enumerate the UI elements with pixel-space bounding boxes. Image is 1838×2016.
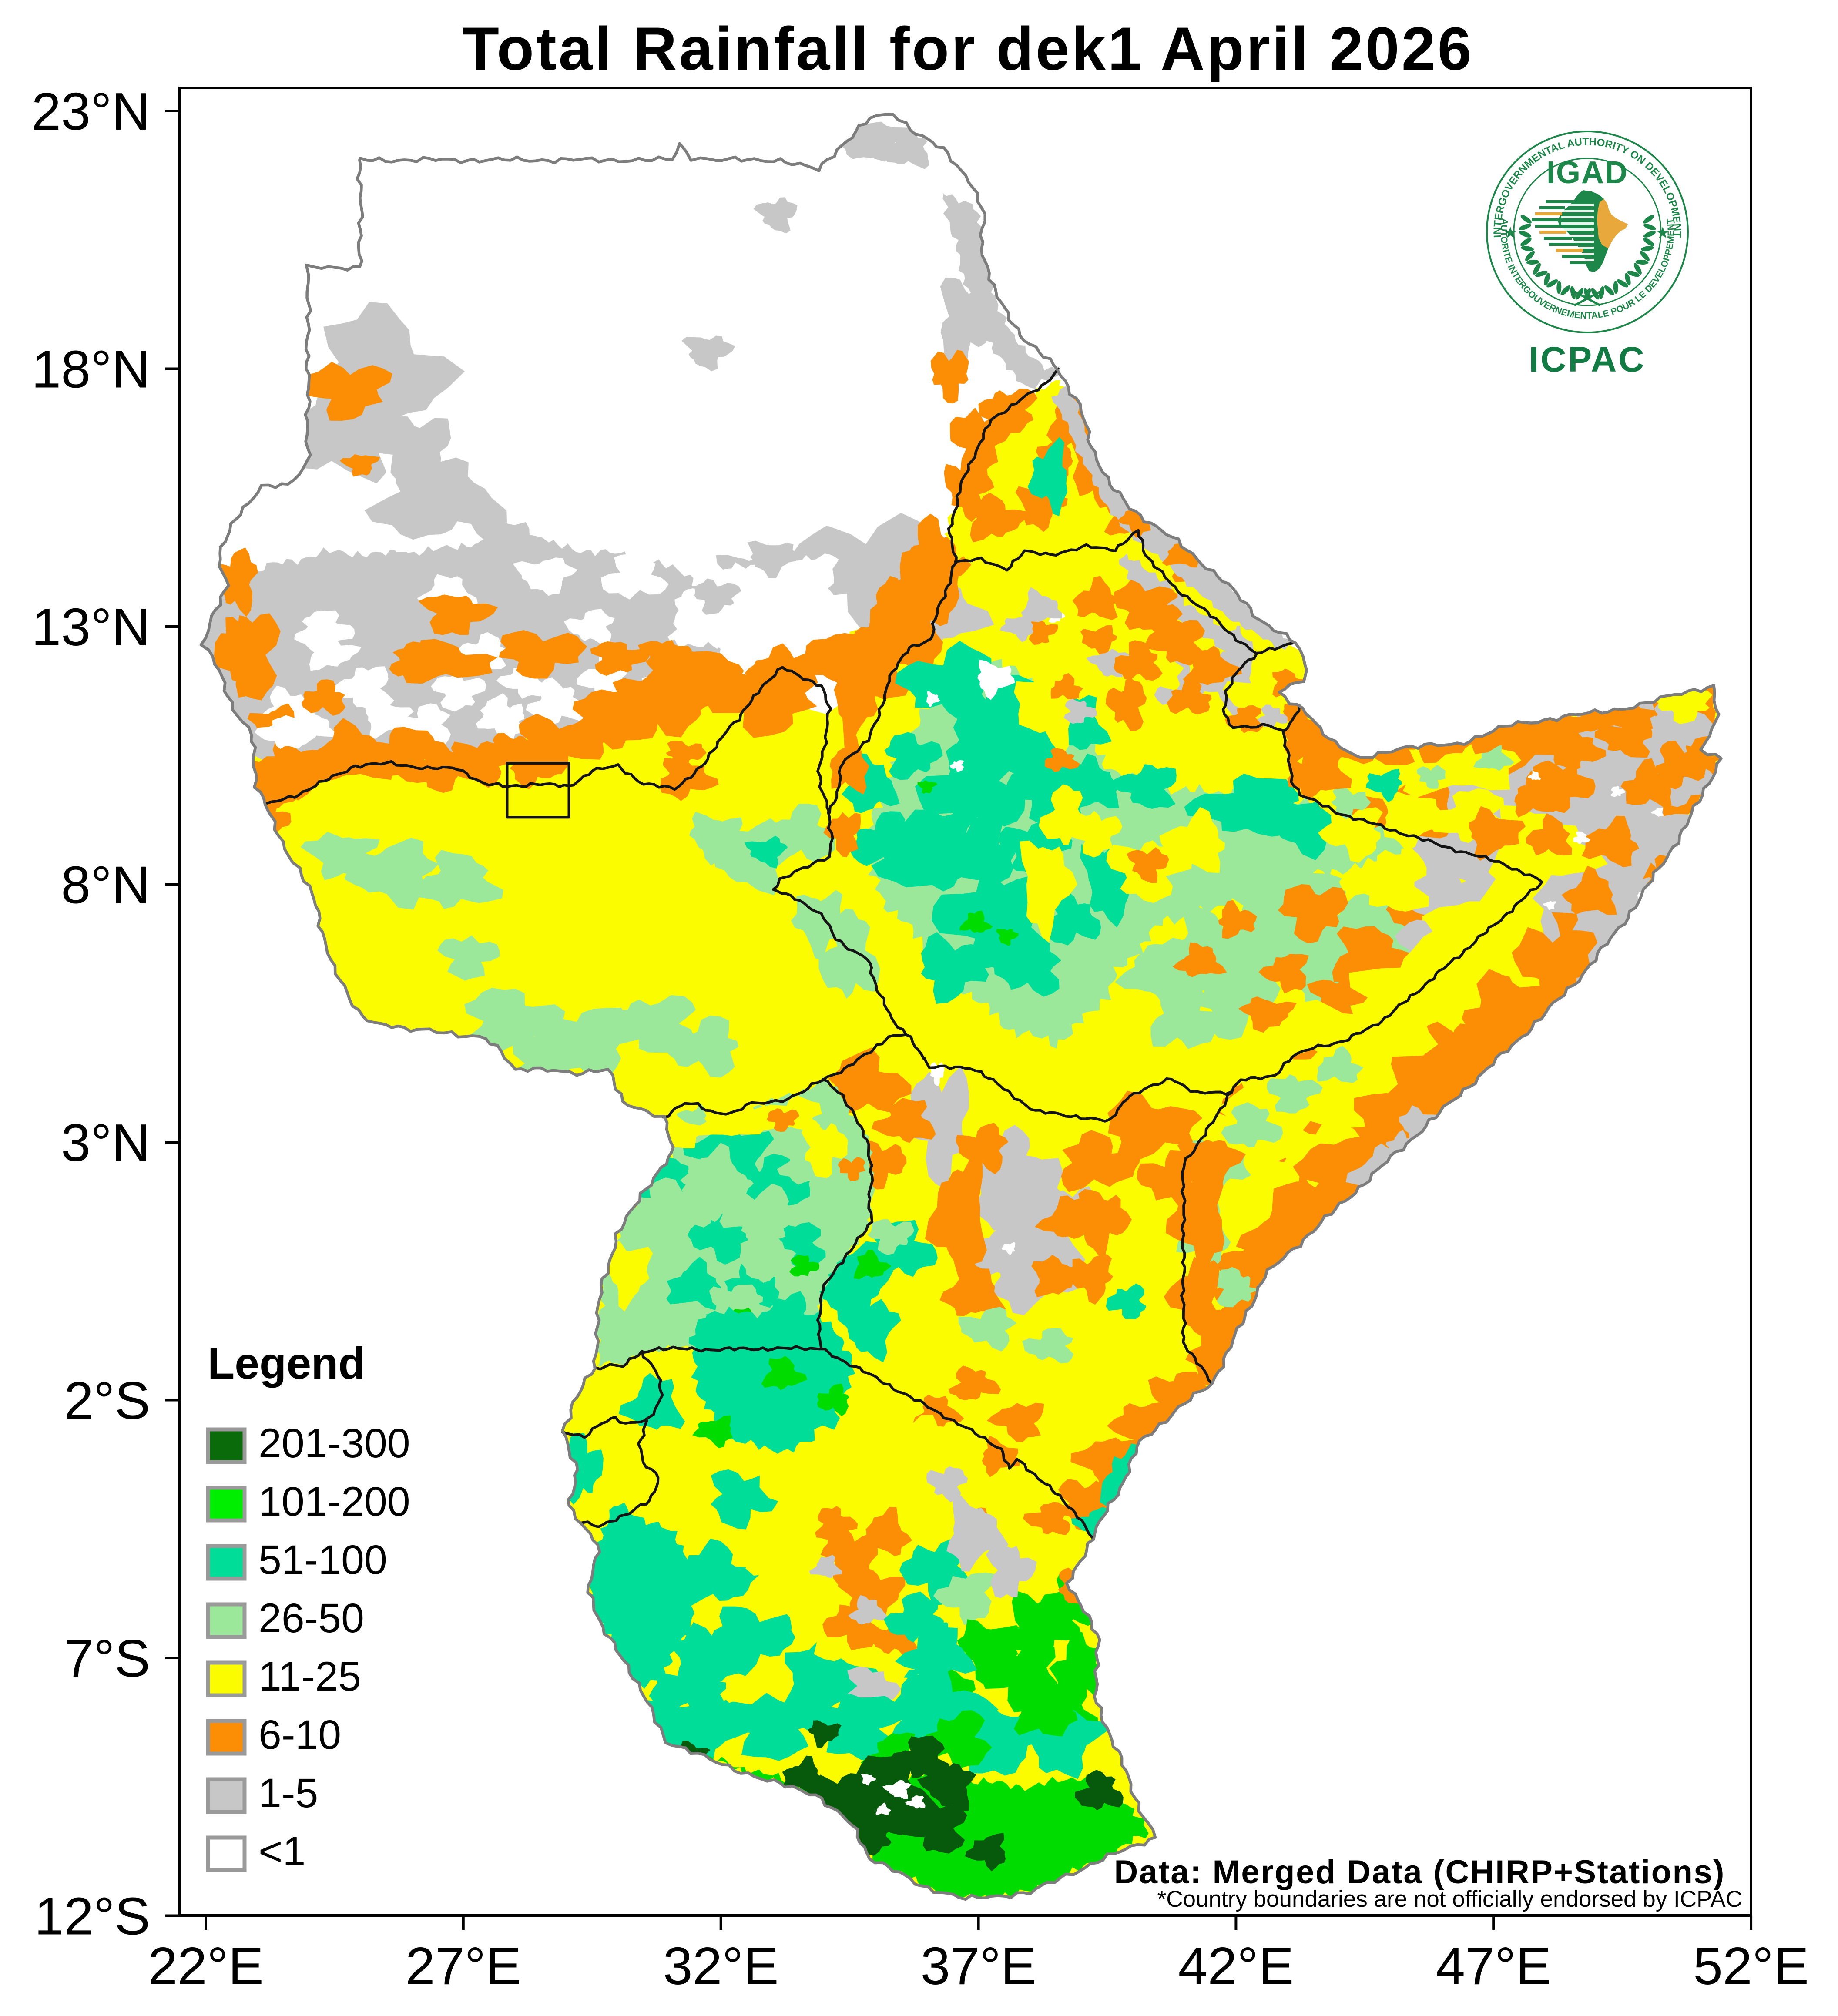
svg-text:32°E: 32°E [663,1936,779,1996]
svg-text:★: ★ [1656,224,1670,242]
svg-text:8°N: 8°N [61,855,150,915]
svg-text:3°N: 3°N [61,1113,150,1172]
svg-text:7°S: 7°S [64,1629,150,1688]
svg-text:Legend: Legend [208,1338,366,1388]
svg-text:201-300: 201-300 [258,1420,410,1466]
svg-text:IGAD: IGAD [1546,155,1628,190]
svg-text:18°N: 18°N [31,340,150,399]
svg-text:Data: Merged Data (CHIRP+Stati: Data: Merged Data (CHIRP+Stations) [1114,1854,1725,1891]
svg-text:*Country boundaries are not of: *Country boundaries are not officially e… [1157,1886,1742,1912]
svg-text:<1: <1 [258,1828,305,1875]
svg-text:6-10: 6-10 [258,1712,341,1758]
svg-text:ICPAC: ICPAC [1529,340,1646,379]
svg-text:12°S: 12°S [34,1887,150,1946]
svg-text:23°N: 23°N [31,82,150,141]
svg-text:11-25: 11-25 [258,1654,361,1700]
svg-text:27°E: 27°E [406,1936,521,1996]
svg-text:26-50: 26-50 [258,1595,364,1641]
svg-text:1-5: 1-5 [258,1770,318,1816]
svg-text:52°E: 52°E [1693,1936,1809,1996]
svg-text:47°E: 47°E [1436,1936,1551,1996]
svg-text:★: ★ [1503,224,1517,242]
svg-text:101-200: 101-200 [258,1479,410,1525]
svg-text:22°E: 22°E [148,1936,264,1996]
svg-text:13°N: 13°N [31,597,150,657]
svg-text:Total Rainfall for dek1 April: Total Rainfall for dek1 April 2026 [462,14,1473,83]
svg-text:42°E: 42°E [1178,1936,1294,1996]
svg-text:37°E: 37°E [921,1936,1036,1996]
svg-text:51-100: 51-100 [258,1537,387,1583]
svg-text:2°S: 2°S [64,1371,150,1430]
